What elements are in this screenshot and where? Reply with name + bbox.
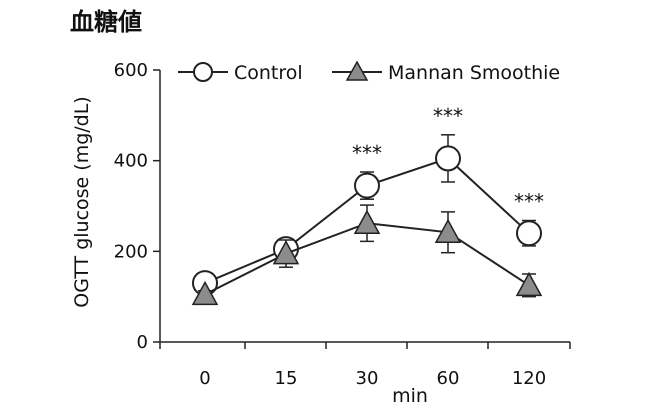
y-tick-label: 0 [137, 332, 148, 353]
x-tick-labels: 0 15 30 60 120 [199, 368, 546, 389]
x-tick-label: 30 [356, 368, 379, 389]
significance-label: *** [352, 141, 382, 165]
data-point-circle [516, 220, 542, 247]
y-tick-label: 600 [114, 60, 148, 81]
x-tick-label: 0 [199, 368, 210, 389]
series-layer: *** *** *** [191, 104, 544, 306]
significance-label: *** [433, 104, 463, 128]
legend-control-label: Control [234, 62, 303, 84]
chart-title: 血糖値 [70, 8, 142, 36]
x-tick-label: 15 [275, 368, 298, 389]
data-point-triangle [515, 271, 543, 297]
y-tick-label: 400 [114, 151, 148, 172]
legend-mannan-label: Mannan Smoothie [388, 62, 560, 84]
data-point-triangle [272, 240, 300, 265]
data-point-triangle [191, 280, 219, 306]
data-point-circle [435, 145, 461, 172]
significance-label: *** [514, 190, 544, 214]
legend-control-marker [193, 62, 213, 82]
legend-mannan-marker [345, 60, 369, 81]
series-control: *** *** *** [192, 104, 544, 297]
data-point-circle [354, 172, 380, 199]
x-axis-title: min [392, 385, 428, 407]
axes [153, 69, 571, 349]
series-mannan-smoothie [191, 204, 543, 306]
data-point-triangle [434, 218, 462, 244]
legend: Control Mannan Smoothie [178, 60, 560, 84]
y-tick-labels: 0 200 400 600 [114, 60, 148, 353]
y-axis-title: OGTT glucose (mg/dL) [71, 96, 93, 307]
x-tick-label: 60 [437, 368, 460, 389]
x-tick-label: 120 [512, 368, 546, 389]
y-tick-label: 200 [114, 241, 148, 262]
data-point-triangle [353, 209, 381, 234]
